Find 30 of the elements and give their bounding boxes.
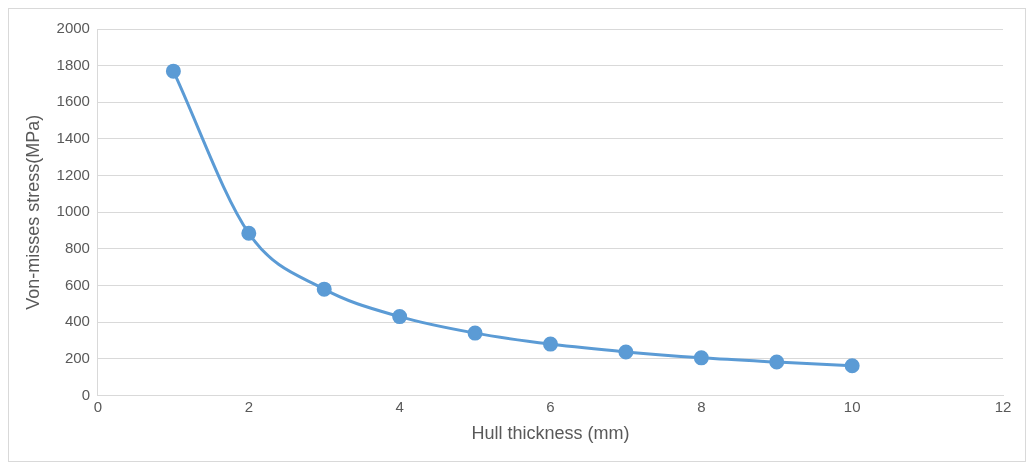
y-tick-label: 0 <box>81 385 90 403</box>
x-tick-label: 10 <box>843 397 861 415</box>
point <box>316 281 332 297</box>
y-tick-label: 1000 <box>56 202 90 220</box>
y-tick-label: 1800 <box>56 55 90 73</box>
y-tick-label: 2000 <box>56 19 90 37</box>
point <box>693 350 709 366</box>
x-tick-label: 8 <box>697 397 706 415</box>
point <box>844 358 860 374</box>
x-tick-label: 2 <box>244 397 253 415</box>
y-tick-label: 800 <box>64 238 90 256</box>
y-axis-title: Von-misses stress(MPa) <box>22 114 43 310</box>
y-tick-label: 400 <box>64 312 90 330</box>
y-tick-label: 1400 <box>56 129 90 147</box>
point <box>392 309 408 325</box>
y-tick-label: 1200 <box>56 165 90 183</box>
point <box>542 336 558 352</box>
point <box>769 354 785 370</box>
point <box>618 344 634 360</box>
point <box>467 325 483 341</box>
x-axis-title: Hull thickness (mm) <box>471 423 630 444</box>
x-tick-label: 0 <box>93 397 103 415</box>
point <box>241 225 257 241</box>
y-tick-label: 600 <box>64 275 90 293</box>
y-tick-label: 1600 <box>56 92 90 110</box>
x-tick-label: 12 <box>994 397 1012 415</box>
y-tick-label: 200 <box>64 348 90 366</box>
x-tick-label: 6 <box>546 397 555 415</box>
point <box>165 63 181 79</box>
x-tick-label: 4 <box>395 397 404 415</box>
